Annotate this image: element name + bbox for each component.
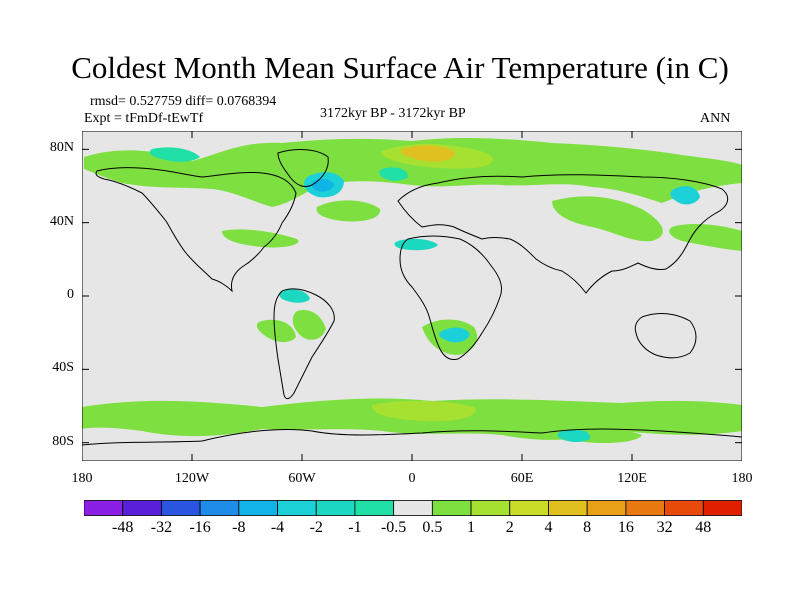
warm-patch-asia [552, 196, 663, 242]
colorbar-label: 32 [656, 519, 673, 536]
warm-patch-arctic [84, 137, 742, 207]
warm-patch-atlantic [316, 200, 381, 222]
coastline-south-america [273, 288, 335, 400]
lat-tick-label: 40S [52, 360, 74, 376]
warm-patch-southern-ocean-strong [371, 400, 476, 422]
cold-patch-kamchatka [670, 186, 700, 205]
cold-patch-northsea [379, 167, 408, 181]
colorbar-box [238, 500, 278, 516]
colorbar-box [664, 500, 704, 516]
colorbar-label: 1 [467, 519, 476, 536]
cold-patch-pacific-trop [279, 289, 310, 303]
colorbar-box [625, 500, 665, 516]
lon-tick-label: 60E [510, 471, 534, 486]
map-title: Coldest Month Mean Surface Air Temperatu… [71, 50, 729, 85]
coastline-africa [399, 235, 503, 360]
period-label: 3172kyr BP - 3172kyr BP [320, 106, 466, 121]
warm-patch-arctic-strong [401, 145, 455, 162]
colorbar-label: 0.5 [422, 519, 443, 536]
colorbar-box [470, 500, 511, 516]
map-ticks [82, 131, 742, 461]
lon-tick-label: 0 [408, 471, 416, 486]
lat-tick-label: 0 [67, 287, 74, 302]
colorbar-box [84, 500, 124, 516]
colorbar-label: 16 [617, 519, 634, 536]
colorbar-box [586, 500, 627, 516]
cold-patch-greenland-core [311, 178, 334, 192]
colorbar-label: -2 [309, 519, 323, 536]
warm-patch-southamerica [292, 309, 326, 340]
colorbar [84, 500, 742, 516]
cold-anomaly-patches [149, 147, 700, 442]
coastline-north-america [95, 167, 297, 293]
colorbar-box [315, 500, 356, 516]
colorbar-label: -48 [112, 519, 134, 536]
temperature-map [82, 131, 742, 461]
colorbar-label: -32 [150, 519, 173, 536]
warm-patch-namerica [222, 229, 299, 248]
cold-patch-antarctic [557, 429, 591, 442]
warm-patch-southpacific [256, 319, 296, 343]
cold-patch-southafrica [439, 327, 470, 343]
colorbar-label: -1 [348, 519, 362, 536]
colorbar-label: 48 [695, 519, 712, 536]
warm-patch-pacific-ne [669, 224, 742, 251]
coastlines [82, 149, 742, 446]
coastline-australia [634, 313, 697, 359]
lat-tick-label: 40N [49, 213, 74, 229]
colorbar-label: -0.5 [380, 519, 407, 536]
colorbar-box [702, 500, 742, 516]
colorbar-label: 8 [583, 519, 592, 536]
colorbar-label: -16 [189, 519, 211, 536]
colorbar-box [161, 500, 201, 516]
colorbar-box [509, 500, 549, 516]
colorbar-box [548, 500, 588, 516]
lat-tick-label: 80N [49, 140, 74, 156]
cold-patch-arctic-west [149, 147, 200, 162]
colorbar-box [277, 500, 317, 516]
season-label: ANN [700, 111, 731, 126]
experiment-label: Expt = tFmDf-tEwTf [84, 111, 204, 126]
coastline-greenland [277, 149, 329, 188]
lon-tick-label: 120W [174, 471, 210, 486]
lon-tick-label: 180 [71, 471, 93, 486]
colorbar-box [393, 500, 433, 516]
colorbar-box [431, 500, 472, 516]
colorbar-label: -8 [232, 519, 246, 536]
lon-tick-label: 120E [617, 471, 647, 486]
colorbar-box [354, 500, 395, 516]
lon-tick-label: 180 [731, 471, 753, 486]
rmsd-diff-label: rmsd= 0.527759 diff= 0.0768394 [90, 94, 277, 109]
colorbar-label: -4 [270, 519, 285, 536]
colorbar-label: 4 [544, 519, 553, 536]
lat-tick-label: 80S [52, 433, 74, 449]
coastline-antarctica [82, 428, 742, 446]
colorbar-label: 2 [505, 519, 514, 536]
lon-tick-label: 60W [288, 471, 316, 486]
colorbar-box [199, 500, 240, 516]
coastline-eurasia [397, 174, 729, 294]
colorbar-box [122, 500, 162, 516]
